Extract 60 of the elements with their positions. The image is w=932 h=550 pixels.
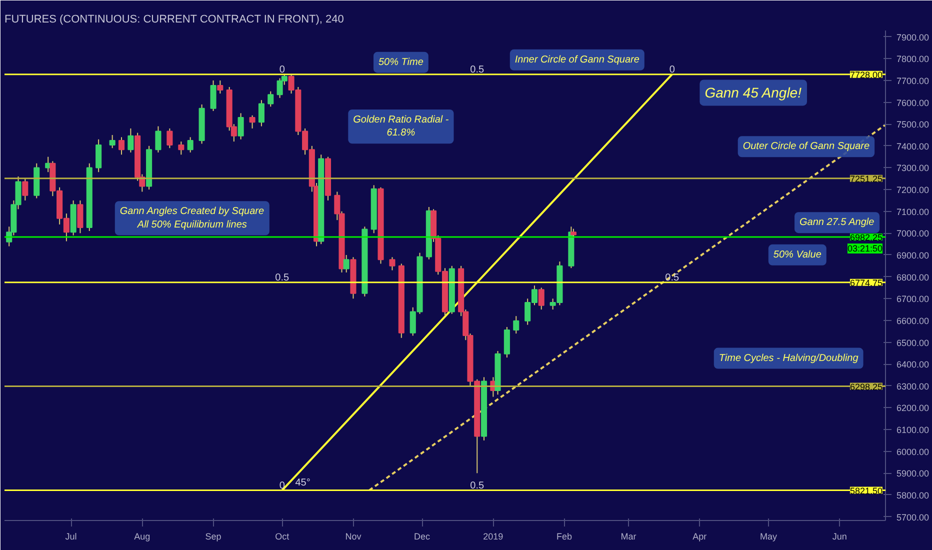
x-tick-label: 2019 [483,532,504,542]
x-tick-label: Feb [556,532,572,542]
y-tick-label: 7200.00 [896,185,930,196]
annotation: 0 [669,64,676,76]
annotation: 0.5 [275,272,290,284]
y-tick-label: 6500.00 [896,338,930,348]
annotation: Outer Circle of Gann Square [742,141,870,152]
ref-line-label: 5821.50 [850,486,883,496]
y-tick-label: 7400.00 [896,141,930,152]
x-tick-label: Jun [832,532,847,542]
y-tick-label: 6100.00 [896,425,930,436]
y-tick-label: 6900.00 [896,250,930,260]
x-tick-label: Sep [205,532,222,542]
annotation: 0.5 [470,480,485,492]
y-tick-label: 6400.00 [896,360,930,370]
ref-line-label: 6982.25 [850,232,883,243]
y-tick-label: 6700.00 [896,294,930,304]
y-tick-label: 7800.00 [896,54,930,64]
chart-title: FUTURES (CONTINUOUS: CURRENT CONTRACT IN FRONT), 240 [4,14,344,26]
y-tick-label: 6300.00 [896,381,930,392]
annotation: 0.5 [470,64,485,76]
x-tick-label: Aug [134,532,150,542]
annotation: Gann 45 Angle! [704,84,802,101]
annotation: 03:21:50 [847,244,883,254]
x-tick-label: Oct [275,532,290,542]
x-tick-label: May [760,532,778,542]
annotation: Inner Circle of Gann Square [514,54,640,66]
ref-line-label: 6298.25 [850,382,883,392]
y-tick-label: 7600.00 [896,98,930,108]
x-tick-label: Mar [620,532,636,542]
x-tick-label: Nov [345,532,362,542]
x-tick-label: Dec [414,532,431,542]
x-tick-label: Jul [65,532,77,542]
y-tick-label: 6000.00 [896,446,930,457]
ref-line-label: 7251.25 [850,174,883,184]
annotation: Gann Angles Created by Square All 50% Equilibrium lines [120,206,264,230]
annotation: Golden Ratio Radial - 61.8% [353,114,450,139]
y-tick-label: 5800.00 [896,490,930,500]
annotation: 50% Time [378,56,424,68]
y-tick-label: 6200.00 [896,403,930,414]
annotation: 0.5 [665,272,680,284]
annotation: 50% Value [773,249,822,260]
y-tick-label: 7500.00 [896,120,930,130]
annotation: 0 [279,480,286,492]
ref-line-label: 7728.00 [850,70,883,80]
ref-line-label: 6774.75 [850,278,883,288]
y-tick-label: 7000.00 [896,228,930,239]
x-tick-label: Apr [692,532,707,542]
y-tick-label: 7100.00 [896,206,930,217]
y-tick-label: 7700.00 [896,76,930,86]
annotation: 45° [295,477,310,488]
annotation: Time Cycles - Halving/Doubling [718,352,859,364]
y-tick-label: 6800.00 [896,272,930,282]
annotation: Gann 27.5 Angle [800,217,875,228]
annotation: 0 [279,64,286,76]
y-tick-label: 5900.00 [896,468,930,479]
y-tick-label: 7300.00 [896,163,930,174]
y-tick-label: 5700.00 [896,512,930,522]
y-tick-label: 7900.00 [896,32,930,42]
y-tick-label: 6600.00 [896,316,930,326]
